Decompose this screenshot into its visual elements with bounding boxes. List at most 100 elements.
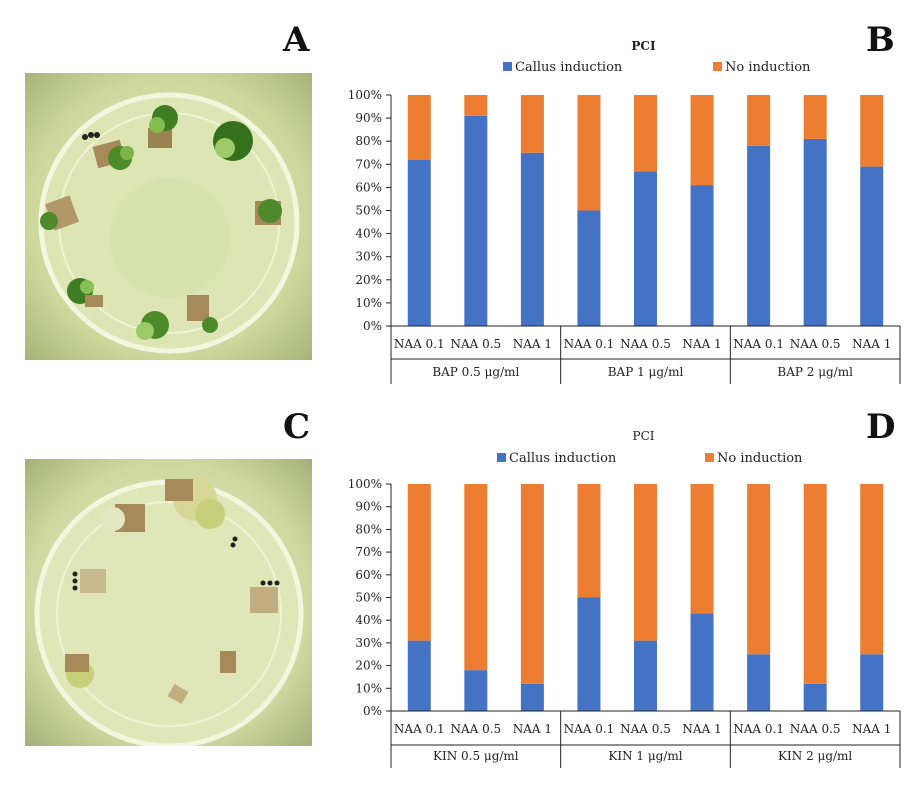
y-tick-label: 50% xyxy=(355,204,382,218)
bar-segment xyxy=(634,640,657,711)
bar-segment xyxy=(690,484,714,614)
panel-label-b: B xyxy=(866,20,895,60)
legend-label: Callus induction xyxy=(509,451,617,466)
y-tick-label: 20% xyxy=(355,273,382,287)
bar-segment xyxy=(464,115,488,326)
y-tick-label: 50% xyxy=(355,591,382,605)
bar-segment xyxy=(577,210,601,326)
legend-label: No induction xyxy=(725,60,811,75)
bar-segment xyxy=(803,683,827,711)
x-tick-label: NAA 1 xyxy=(682,337,721,351)
legend-swatch xyxy=(497,453,506,462)
bar-segment xyxy=(464,95,488,116)
y-tick-label: 70% xyxy=(355,545,382,559)
y-tick-label: 30% xyxy=(355,636,382,650)
x-tick-label: NAA 0.1 xyxy=(733,337,784,351)
y-tick-label: 40% xyxy=(355,613,382,627)
y-tick-label: 40% xyxy=(355,227,382,241)
y-tick-label: 70% xyxy=(355,157,382,171)
callus-explant xyxy=(165,477,225,529)
x-tick-label: NAA 0.1 xyxy=(394,722,445,736)
bar-segment xyxy=(747,145,771,326)
petri-dish-photo-a xyxy=(25,73,312,360)
callus-explant xyxy=(40,195,80,231)
y-tick-label: 100% xyxy=(348,88,382,102)
callus-explant xyxy=(213,121,253,161)
x-tick-label: NAA 0.1 xyxy=(564,337,615,351)
callus-explant xyxy=(136,311,169,340)
bar-segment xyxy=(690,613,714,711)
x-tick-label: NAA 0.5 xyxy=(790,337,841,351)
y-tick-label: 60% xyxy=(355,568,382,582)
panel-label-d: D xyxy=(866,407,896,447)
y-tick-label: 90% xyxy=(355,500,382,514)
callus-explant xyxy=(187,295,218,333)
panel-label-a: A xyxy=(283,20,310,60)
callus-explant xyxy=(65,654,94,688)
bar-segment xyxy=(860,654,884,711)
y-tick-label: 30% xyxy=(355,250,382,264)
callus-explant xyxy=(255,199,282,225)
bar-segment xyxy=(520,95,544,153)
bar-segment xyxy=(520,152,544,326)
group-label: KIN 0.5 μg/ml xyxy=(433,749,519,763)
callus-explant xyxy=(167,683,189,705)
y-tick-label: 20% xyxy=(355,659,382,673)
callus-explant xyxy=(67,278,103,307)
bar-segment xyxy=(577,597,601,711)
bar-segment xyxy=(634,484,657,641)
callus-explant xyxy=(148,105,178,148)
callus-explant xyxy=(230,536,238,548)
legend-swatch xyxy=(503,62,512,71)
group-label: BAP 2 μg/ml xyxy=(777,365,853,379)
y-tick-label: 60% xyxy=(355,180,382,194)
callus-explant xyxy=(72,569,106,593)
chart-title: PCI xyxy=(631,39,656,53)
x-tick-label: NAA 0.5 xyxy=(450,337,501,351)
y-tick-label: 80% xyxy=(355,522,382,536)
legend-swatch xyxy=(713,62,722,71)
x-tick-label: NAA 0.5 xyxy=(450,722,501,736)
x-tick-label: NAA 0.1 xyxy=(733,722,784,736)
group-label: KIN 1 μg/ml xyxy=(608,749,682,763)
bar-segment xyxy=(407,95,431,160)
bar-segment xyxy=(860,95,884,167)
bar-segment xyxy=(407,484,431,641)
bar-segment xyxy=(407,159,431,326)
bar-segment xyxy=(634,171,657,326)
legend-swatch xyxy=(705,453,714,462)
x-tick-label: NAA 0.5 xyxy=(620,337,671,351)
y-tick-label: 90% xyxy=(355,111,382,125)
bar-segment xyxy=(520,484,544,684)
x-tick-label: NAA 1 xyxy=(682,722,721,736)
petri-dish-photo-c xyxy=(25,459,312,746)
group-label: KIN 2 μg/ml xyxy=(778,749,852,763)
bar-segment xyxy=(690,95,714,186)
group-label: BAP 0.5 μg/ml xyxy=(432,365,519,379)
callus-explant xyxy=(101,504,145,532)
panel-label-c: C xyxy=(283,407,311,447)
bar-segment xyxy=(520,683,544,711)
bar-segment xyxy=(860,484,884,655)
x-tick-label: NAA 0.5 xyxy=(620,722,671,736)
bar-segment xyxy=(860,166,884,326)
bar-segment xyxy=(464,484,488,671)
y-tick-label: 10% xyxy=(355,296,382,310)
y-tick-label: 0% xyxy=(363,319,382,333)
bar-segment xyxy=(747,654,771,711)
bar-segment xyxy=(407,640,431,711)
bar-segment xyxy=(577,484,601,598)
callus-explant xyxy=(82,132,134,170)
x-tick-label: NAA 0.1 xyxy=(564,722,615,736)
x-tick-label: NAA 1 xyxy=(852,722,891,736)
bar-segment xyxy=(634,95,657,172)
x-tick-label: NAA 1 xyxy=(852,337,891,351)
x-tick-label: NAA 1 xyxy=(513,722,552,736)
chart-title: PCI xyxy=(633,429,655,443)
bar-segment xyxy=(747,95,771,146)
callus-explant xyxy=(220,651,236,673)
callus-explant xyxy=(250,580,280,613)
bar-segment xyxy=(803,95,827,139)
y-tick-label: 80% xyxy=(355,134,382,148)
